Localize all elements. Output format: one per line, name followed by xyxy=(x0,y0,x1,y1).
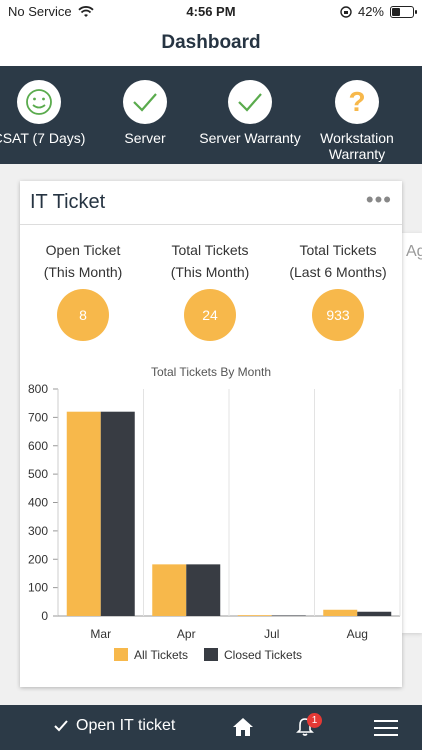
wifi-icon xyxy=(77,5,94,17)
status-left: No Service xyxy=(8,4,94,19)
stat-server[interactable]: Server xyxy=(90,80,200,146)
stat-label: CSAT (7 Days) xyxy=(0,130,86,146)
smiley-icon xyxy=(17,80,61,124)
bar-all-tickets xyxy=(323,609,358,616)
y-tick-label: 400 xyxy=(28,496,48,510)
status-time: 4:56 PM xyxy=(186,4,236,19)
stat-label: Workstation Warranty xyxy=(320,130,394,162)
metric-line1: Total Tickets xyxy=(171,242,249,258)
nav-bar: Dashboard xyxy=(0,24,422,66)
x-tick-label: Apr xyxy=(177,627,196,641)
metric-value: 8 xyxy=(57,289,109,341)
legend-swatch xyxy=(114,648,128,661)
battery-percent: 42% xyxy=(357,4,384,19)
next-card-peek-text: Ag xyxy=(406,243,422,260)
tickets-by-month-chart: Total Tickets By Month 0 100 200 300 400 500 60… xyxy=(28,365,401,662)
stat-server-warranty[interactable]: Server Warranty xyxy=(195,80,305,146)
bar-all-tickets xyxy=(237,615,272,616)
y-tick-label: 100 xyxy=(28,581,48,595)
y-tick-label: 700 xyxy=(28,410,48,424)
status-right: 42% xyxy=(340,4,417,19)
home-icon[interactable] xyxy=(232,717,254,737)
top-stats-strip[interactable]: CSAT (7 Days) Server Server Warranty ? W… xyxy=(0,66,422,164)
metric-line1: Open Ticket xyxy=(45,242,121,258)
more-options-icon[interactable]: ••• xyxy=(365,187,392,212)
bar-closed-tickets xyxy=(357,611,392,616)
legend-label: Closed Tickets xyxy=(224,648,302,662)
orientation-lock-icon xyxy=(340,5,352,18)
y-tick-label: 300 xyxy=(28,524,48,538)
bar-closed-tickets xyxy=(100,411,135,616)
x-tick-label: Jul xyxy=(264,627,279,641)
stat-workstation-warranty[interactable]: ? Workstation Warranty xyxy=(301,80,413,162)
card-header: IT Ticket ••• xyxy=(20,181,402,225)
y-tick-label: 800 xyxy=(28,382,48,396)
bottom-bar: Open IT ticket 1 xyxy=(0,705,422,750)
open-ticket-label: Open IT ticket xyxy=(76,717,176,734)
it-ticket-card: IT Ticket ••• Open Ticket (This Month) 8… xyxy=(20,181,402,687)
y-tick-label: 0 xyxy=(41,609,48,623)
y-tick-label: 600 xyxy=(28,439,48,453)
metric-line2: (This Month) xyxy=(43,264,123,280)
stat-csat[interactable]: CSAT (7 Days) xyxy=(0,80,94,146)
next-card-peek[interactable] xyxy=(402,233,422,633)
checkmark-icon xyxy=(54,720,68,732)
metric-total-6-months[interactable]: Total Tickets (Last 6 Months) 933 xyxy=(278,239,398,341)
carrier-label: No Service xyxy=(8,4,72,19)
card-title: IT Ticket xyxy=(30,191,106,213)
hamburger-menu-icon[interactable] xyxy=(374,720,398,741)
metric-value: 933 xyxy=(312,289,364,341)
legend-label: All Tickets xyxy=(134,648,188,662)
chart-title: Total Tickets By Month xyxy=(151,365,271,379)
y-tick-label: 200 xyxy=(28,552,48,566)
metric-line2: (This Month) xyxy=(170,264,250,280)
check-icon xyxy=(123,80,167,124)
open-ticket-button[interactable]: Open IT ticket xyxy=(54,717,175,735)
metric-line2: (Last 6 Months) xyxy=(289,264,387,280)
legend-swatch xyxy=(204,648,218,661)
metric-total-month[interactable]: Total Tickets (This Month) 24 xyxy=(150,239,270,341)
battery-icon xyxy=(390,5,417,18)
stat-label: Server Warranty xyxy=(199,130,301,146)
stat-label: Server xyxy=(124,130,166,146)
x-tick-label: Aug xyxy=(347,627,368,641)
battery-fill xyxy=(392,7,400,16)
bar-closed-tickets xyxy=(271,615,306,616)
x-tick-label: Mar xyxy=(90,627,111,641)
status-bar: No Service 4:56 PM 42% xyxy=(0,0,422,24)
metric-line1: Total Tickets xyxy=(299,242,377,258)
question-icon: ? xyxy=(335,80,379,124)
metric-value: 24 xyxy=(184,289,236,341)
bar-all-tickets xyxy=(66,411,101,616)
bar-all-tickets xyxy=(152,564,187,616)
page-title: Dashboard xyxy=(161,32,261,53)
bar-closed-tickets xyxy=(186,564,221,616)
metric-open-ticket[interactable]: Open Ticket (This Month) 8 xyxy=(23,239,143,341)
y-tick-label: 500 xyxy=(28,467,48,481)
check-icon xyxy=(228,80,272,124)
notification-badge: 1 xyxy=(307,713,322,728)
